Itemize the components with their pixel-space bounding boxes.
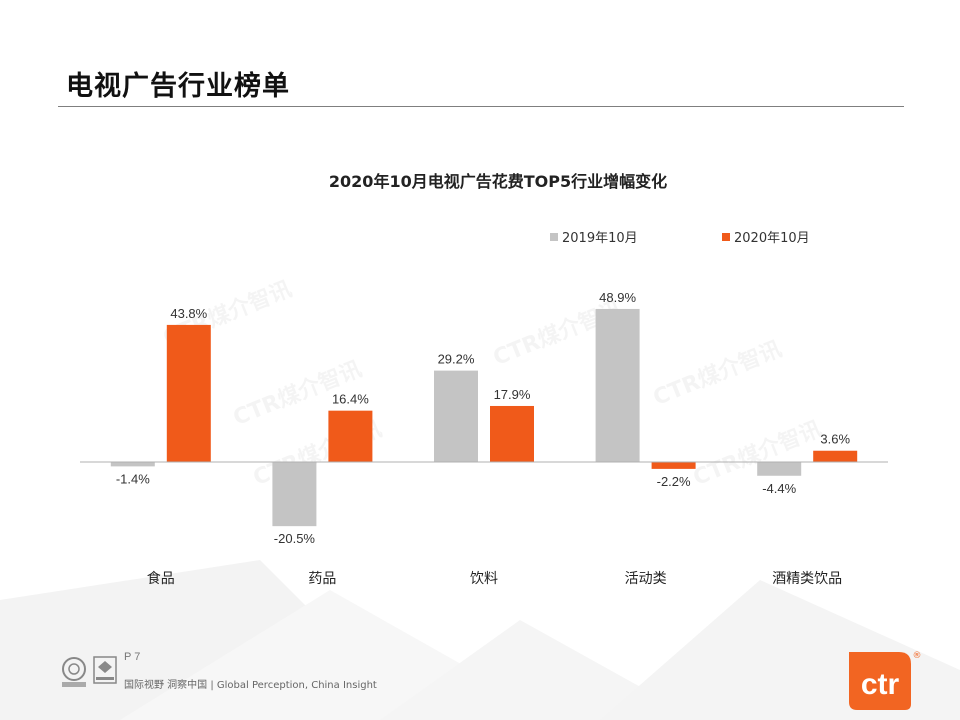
certification-logos — [62, 656, 117, 687]
data-label-1-2: -20.5% — [274, 531, 316, 546]
ctr-brand-logo: ctr ® — [849, 651, 922, 710]
data-label-group: -1.4% 43.8% -20.5% 16.4% 29.2% 17.9% 48.9% -2.2… — [116, 290, 851, 546]
category-label-3: 饮料 — [470, 571, 498, 587]
watermark-text: CTR煤介智讯 — [689, 416, 825, 491]
data-label-2-5: 3.6% — [820, 432, 850, 447]
data-label-2-3: 17.9% — [494, 387, 531, 402]
sgs-certification-icon — [62, 657, 86, 687]
data-label-2-2: 16.4% — [332, 392, 369, 407]
registered-mark: ® — [913, 651, 922, 661]
page-number: P 7 — [124, 651, 141, 663]
data-label-1-5: -4.4% — [762, 481, 796, 496]
footer-tagline: 国际视野 洞察中国 | Global Perception, China Ins… — [124, 680, 377, 691]
brand-logo-text: ctr — [861, 668, 900, 701]
bar-1-3 — [434, 370, 478, 462]
bar-2-4 — [651, 462, 696, 469]
bar-1-5 — [757, 462, 802, 476]
category-label-1: 食品 — [147, 570, 175, 587]
title-divider — [58, 106, 904, 107]
bar-2-2 — [328, 410, 373, 462]
data-label-1-1: -1.4% — [116, 471, 150, 486]
legend-swatch-2 — [722, 233, 730, 241]
category-label-4: 活动类 — [625, 571, 667, 587]
chart-legend: 2019年10月 2020年10月 — [550, 231, 810, 246]
legend-label-2: 2020年10月 — [734, 231, 810, 246]
data-label-1-4: 48.9% — [599, 290, 636, 305]
bar-2-3 — [490, 405, 534, 462]
bar-1-1 — [110, 462, 155, 467]
legend-label-1: 2019年10月 — [562, 231, 638, 246]
chart-title: 2020年10月电视广告花费TOP5行业增幅变化 — [329, 172, 667, 191]
bar-1-2 — [272, 462, 317, 527]
data-label-1-3: 29.2% — [438, 352, 475, 367]
bar-1-4 — [595, 308, 640, 462]
category-label-2: 药品 — [308, 571, 336, 587]
legend-swatch-1 — [550, 233, 558, 241]
ukas-certification-icon — [93, 656, 117, 684]
data-label-2-4: -2.2% — [657, 474, 691, 489]
bar-2-1 — [166, 324, 211, 462]
slide-title: 电视广告行业榜单 — [66, 71, 290, 102]
bar-2-5 — [813, 450, 858, 462]
category-label-group: 食品 药品 饮料 活动类 酒精类饮品 — [147, 570, 842, 587]
category-label-5: 酒精类饮品 — [772, 571, 842, 587]
bar-group — [110, 308, 858, 527]
data-label-2-1: 43.8% — [170, 306, 207, 321]
watermark-text: CTR煤介智讯 — [649, 336, 785, 411]
